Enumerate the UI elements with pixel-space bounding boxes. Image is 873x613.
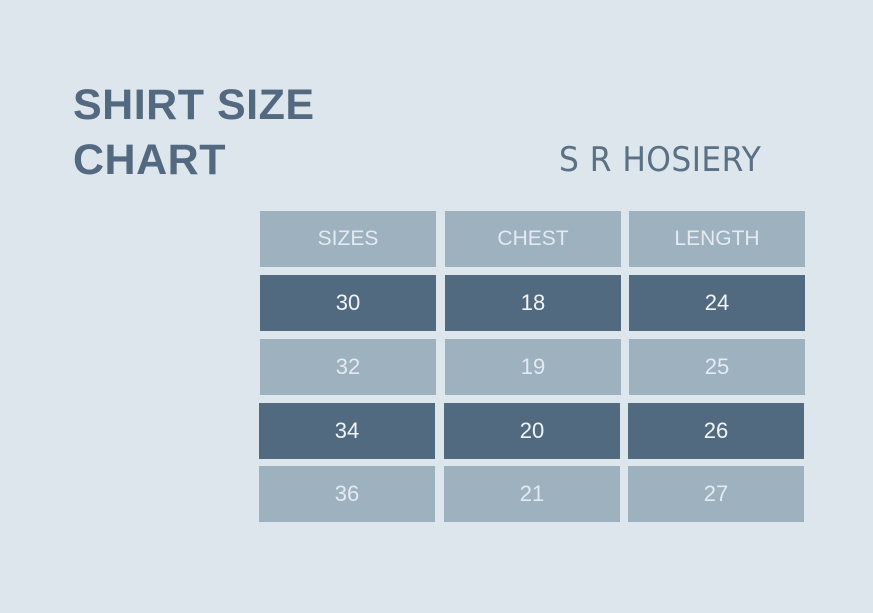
title-line-2: CHART — [73, 136, 226, 184]
column-header-length: LENGTH — [629, 211, 805, 267]
table-cell-chest: 21 — [444, 466, 620, 522]
table-cell-chest: 19 — [445, 339, 621, 395]
brand-name: S R HOSIERY — [559, 140, 762, 180]
table-cell-sizes: 36 — [259, 466, 435, 522]
table-cell-chest: 20 — [444, 403, 620, 459]
table-cell-length: 26 — [628, 403, 804, 459]
table-cell-length: 25 — [629, 339, 805, 395]
table-cell-sizes: 32 — [260, 339, 436, 395]
table-cell-length: 24 — [629, 275, 805, 331]
table-cell-sizes: 30 — [260, 275, 436, 331]
page-title: SHIRT SIZE CHART — [73, 78, 315, 188]
column-header-sizes: SIZES — [260, 211, 436, 267]
table-cell-sizes: 34 — [259, 403, 435, 459]
column-header-chest: CHEST — [445, 211, 621, 267]
table-cell-length: 27 — [628, 466, 804, 522]
table-cell-chest: 18 — [445, 275, 621, 331]
title-line-1: SHIRT SIZE — [73, 81, 315, 129]
